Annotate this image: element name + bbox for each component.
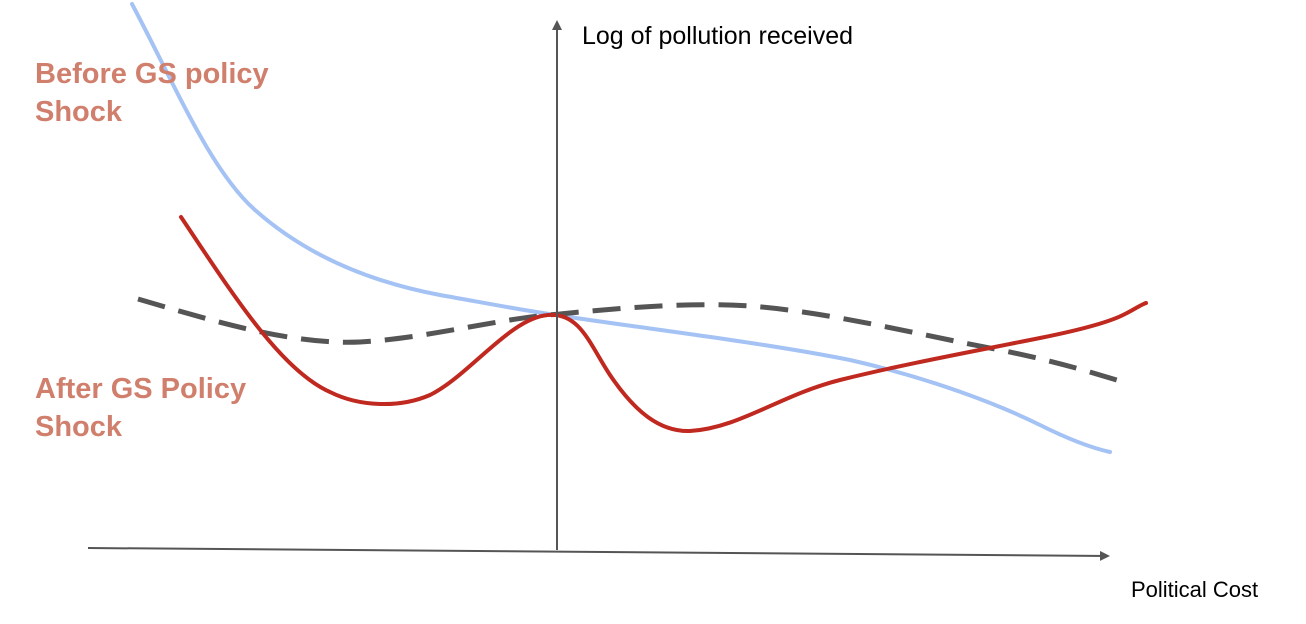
after-policy-curve (179, 215, 1148, 434)
after-policy-label: After GS Policy Shock (35, 370, 246, 446)
after-policy-label-line1: After GS Policy (35, 373, 247, 405)
before-policy-label: Before GS policy Shock (35, 55, 269, 131)
before-policy-label-line2: Shock (35, 96, 123, 128)
y-axis-label: Log of pollution received (582, 22, 854, 50)
before-policy-label-line1: Before GS policy (35, 58, 269, 90)
after-policy-label-line2: Shock (35, 411, 123, 443)
x-axis-label: Political Cost (1131, 577, 1259, 602)
dashed-curve (137, 296, 1131, 387)
before-policy-curve (130, 2, 1112, 454)
x-axis (87, 547, 1110, 561)
